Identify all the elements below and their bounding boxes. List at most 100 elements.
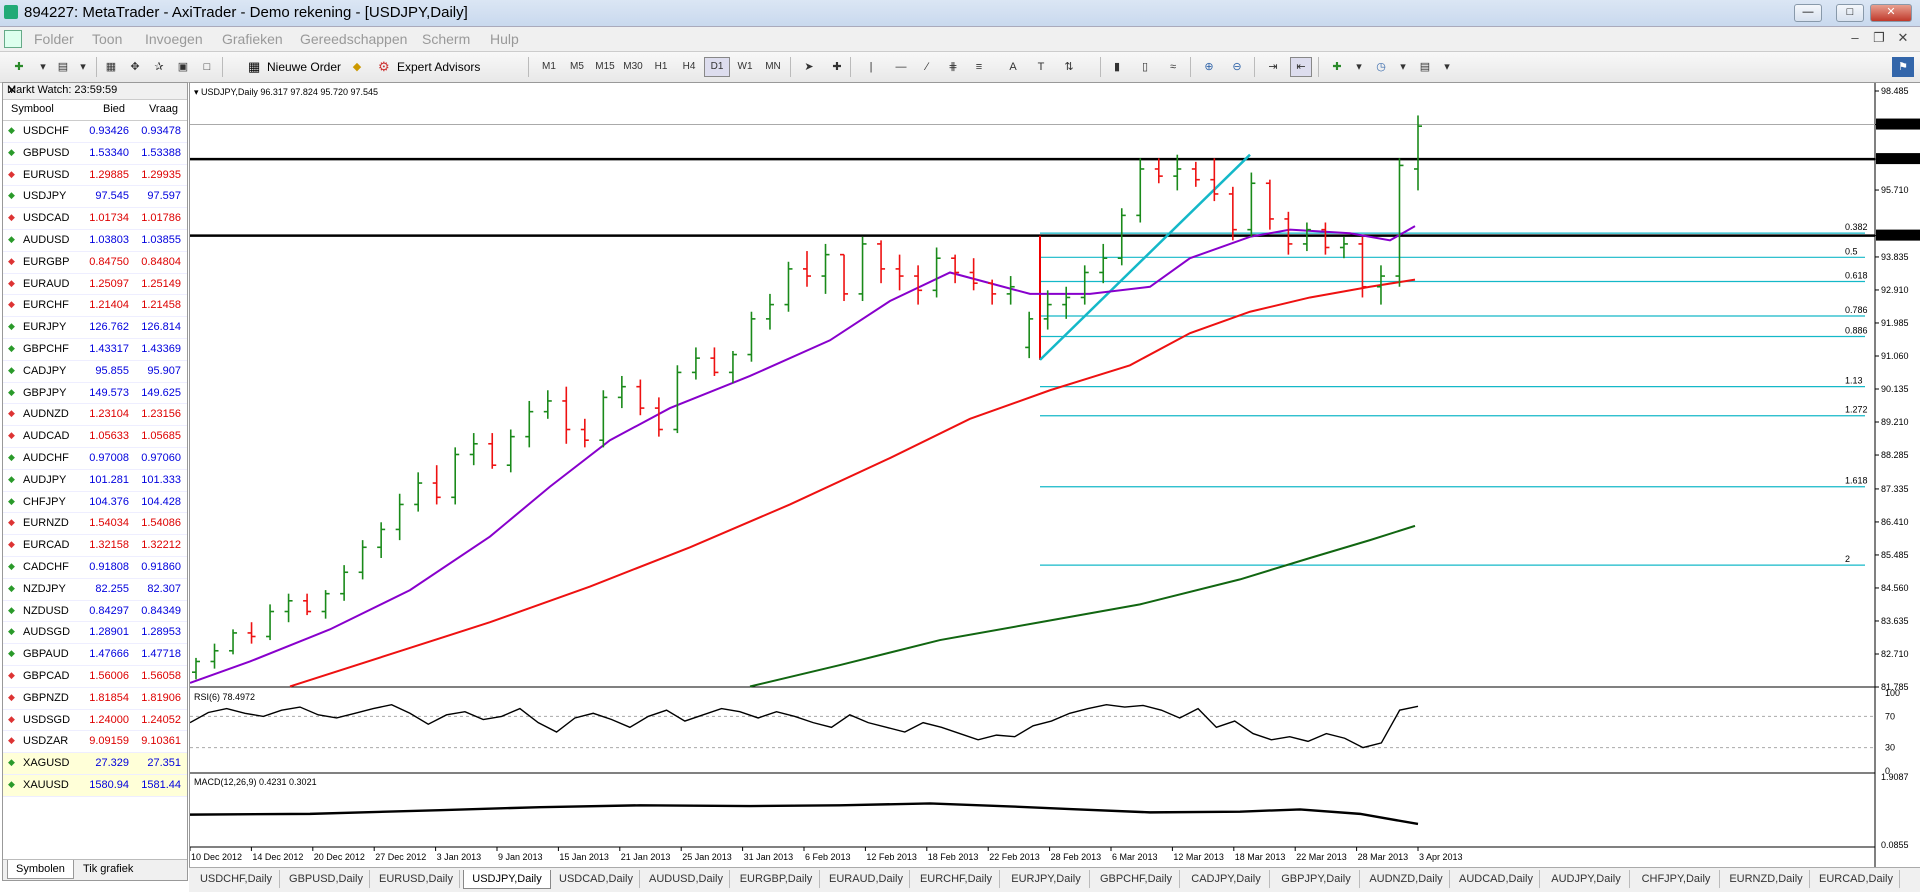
timeframe-m1[interactable]: M1 (542, 61, 556, 72)
timeframe-m5[interactable]: M5 (570, 61, 584, 72)
chart-tab[interactable]: CHFJPY,Daily (1633, 870, 1720, 888)
chart-tab[interactable]: EURNZD,Daily (1723, 870, 1810, 888)
chart-tab[interactable]: USDJPY,Daily (463, 870, 551, 889)
zoom-out-icon[interactable]: ⊖ (1232, 61, 1242, 73)
dropdown-icon[interactable]: ▾ (1356, 61, 1362, 73)
timeframe-m15[interactable]: M15 (595, 61, 615, 72)
chart-tab[interactable]: EURAUD,Daily (823, 870, 910, 888)
minimize-button[interactable]: — (1794, 4, 1822, 22)
column-symbol[interactable]: Symbool (11, 103, 54, 115)
arrows-icon[interactable]: ⇅ (1064, 61, 1074, 73)
timeframe-d1[interactable]: D1 (704, 57, 730, 77)
chart-tab[interactable]: CADJPY,Daily (1183, 870, 1270, 888)
vertical-line-icon[interactable]: | (869, 61, 873, 73)
text-icon[interactable]: A (1009, 61, 1017, 73)
horizontal-line-icon[interactable]: — (895, 61, 907, 73)
market-watch-row[interactable]: ◆ GBPUSD 1.53340 1.53388 (3, 143, 187, 165)
market-watch-row[interactable]: ◆ AUDUSD 1.03803 1.03855 (3, 230, 187, 252)
close-button[interactable]: ✕ (1870, 4, 1912, 22)
market-watch-row[interactable]: ◆ AUDNZD 1.23104 1.23156 (3, 404, 187, 427)
tab-tik-grafiek[interactable]: Tik grafiek (83, 863, 134, 875)
chart-tab[interactable]: AUDUSD,Daily (643, 870, 730, 888)
dropdown-icon[interactable]: ▾ (80, 61, 86, 73)
market-watch-row[interactable]: ◆ CADJPY 95.855 95.907 (3, 361, 187, 383)
market-watch-row[interactable]: ◆ EURNZD 1.54034 1.54086 (3, 513, 187, 536)
new-chart-icon[interactable]: ✚ (14, 61, 24, 73)
indicators-icon[interactable]: ✚ (1332, 61, 1342, 73)
market-watch-row[interactable]: ◆ USDZAR 9.09159 9.10361 (3, 731, 187, 754)
chart-tab[interactable]: GBPJPY,Daily (1273, 870, 1360, 888)
timeframe-m30[interactable]: M30 (623, 61, 643, 72)
market-watch-row[interactable]: ◆ XAUUSD 1580.94 1581.44 (3, 774, 187, 797)
navigator-icon[interactable]: ✰ (154, 61, 164, 73)
market-watch-row[interactable]: ◆ NZDJPY 82.255 82.307 (3, 579, 187, 601)
chart-tab[interactable]: GBPCHF,Daily (1093, 870, 1180, 888)
chart-tab[interactable]: AUDJPY,Daily (1543, 870, 1630, 888)
market-watch-row[interactable]: ◆ GBPJPY 149.573 149.625 (3, 383, 187, 405)
menu-folder[interactable]: Folder (34, 31, 74, 47)
column-ask[interactable]: Vraag (149, 103, 178, 115)
chart-window[interactable]: ▾ USDJPY,Daily 96.317 97.824 95.720 97.5… (189, 82, 1920, 869)
periods-icon[interactable]: ◷ (1376, 61, 1386, 73)
candle-chart-icon[interactable]: ▯ (1141, 61, 1149, 73)
chart-tab[interactable]: USDCAD,Daily (553, 870, 640, 888)
cursor-icon[interactable]: ➤ (804, 61, 814, 73)
market-watch-row[interactable]: ◆ AUDCHF 0.97008 0.97060 (3, 448, 187, 470)
timeframe-mn[interactable]: MN (765, 61, 781, 72)
chart-shift-icon[interactable]: ⇤ (1290, 57, 1312, 77)
market-watch-row[interactable]: ◆ CHFJPY 104.376 104.428 (3, 492, 187, 514)
market-watch-row[interactable]: ◆ XAGUSD 27.329 27.351 (3, 753, 187, 775)
channel-icon[interactable]: ⋕ (948, 61, 958, 73)
chart-tab[interactable]: EURCAD,Daily (1813, 870, 1900, 888)
menu-invoegen[interactable]: Invoegen (145, 31, 203, 47)
timeframe-h4[interactable]: H4 (682, 61, 696, 72)
line-chart-icon[interactable]: ≈ (1169, 61, 1177, 73)
dropdown-icon[interactable]: ▾ (1400, 61, 1406, 73)
text-label-icon[interactable]: T (1037, 61, 1045, 73)
market-watch-row[interactable]: ◆ USDCHF 0.93426 0.93478 (3, 121, 187, 143)
chart-tab[interactable]: AUDCAD,Daily (1453, 870, 1540, 888)
menu-hulp[interactable]: Hulp (490, 31, 519, 47)
market-watch-row[interactable]: ◆ AUDJPY 101.281 101.333 (3, 470, 187, 492)
market-watch-row[interactable]: ◆ EURUSD 1.29885 1.29935 (3, 165, 187, 187)
menu-grafieken[interactable]: Grafieken (222, 31, 283, 47)
market-watch-row[interactable]: ◆ EURCAD 1.32158 1.32212 (3, 535, 187, 557)
market-watch-row[interactable]: ◆ NZDUSD 0.84297 0.84349 (3, 601, 187, 623)
market-watch-row[interactable]: ◆ GBPAUD 1.47666 1.47718 (3, 644, 187, 666)
autoscroll-icon[interactable]: ⇥ (1268, 61, 1278, 73)
chart-tab[interactable]: USDCHF,Daily (193, 870, 280, 888)
market-watch-row[interactable]: ◆ USDCAD 1.01734 1.01786 (3, 208, 187, 230)
metaeditor-icon[interactable]: ◆ (352, 61, 362, 73)
menu-toon[interactable]: Toon (92, 31, 123, 47)
dropdown-icon[interactable]: ▾ (1444, 61, 1450, 73)
market-watch-icon[interactable]: ▦ (105, 61, 117, 73)
tab-symbolen[interactable]: Symbolen (7, 860, 74, 879)
chart-tab[interactable]: GBPUSD,Daily (283, 870, 370, 888)
market-watch-row[interactable]: ◆ EURCHF 1.21404 1.21458 (3, 295, 187, 318)
chart-tab[interactable]: EURJPY,Daily (1003, 870, 1090, 888)
mdi-restore-icon[interactable]: ❐ (1873, 30, 1885, 45)
market-watch-row[interactable]: ◆ GBPCHF 1.43317 1.43369 (3, 339, 187, 361)
crosshair-icon[interactable]: ✚ (832, 61, 842, 73)
templates-icon[interactable]: ▤ (1419, 61, 1431, 73)
timeframe-w1[interactable]: W1 (737, 61, 753, 72)
market-watch-row[interactable]: ◆ USDJPY 97.545 97.597 (3, 186, 187, 209)
maximize-button[interactable]: □ (1836, 4, 1864, 22)
menu-gereedschappen[interactable]: Gereedschappen (300, 31, 408, 47)
timeframe-h1[interactable]: H1 (654, 61, 668, 72)
market-watch-row[interactable]: ◆ CADCHF 0.91808 0.91860 (3, 557, 187, 579)
market-watch-row[interactable]: ◆ EURJPY 126.762 126.814 (3, 317, 187, 339)
market-watch-row[interactable]: ◆ AUDCAD 1.05633 1.05685 (3, 426, 187, 448)
expert-advisors-button[interactable]: ⚙ Expert Advisors (374, 57, 485, 77)
market-watch-row[interactable]: ◆ EURAUD 1.25097 1.25149 (3, 274, 187, 296)
mdi-minimize-icon[interactable]: – (1851, 30, 1859, 45)
chart-tab[interactable]: EURCHF,Daily (913, 870, 1000, 888)
profiles-icon[interactable]: ▤ (57, 61, 69, 73)
new-order-button[interactable]: ▦ Nieuwe Order (244, 57, 346, 77)
chart-tab[interactable]: EURUSD,Daily (373, 870, 460, 888)
tester-icon[interactable]: □ (203, 61, 211, 73)
market-watch-row[interactable]: ◆ GBPNZD 1.81854 1.81906 (3, 688, 187, 710)
chart-tab[interactable]: AUDNZD,Daily (1363, 870, 1450, 888)
market-watch-row[interactable]: ◆ EURGBP 0.84750 0.84804 (3, 252, 187, 274)
close-icon[interactable]: ✕ (7, 83, 18, 97)
